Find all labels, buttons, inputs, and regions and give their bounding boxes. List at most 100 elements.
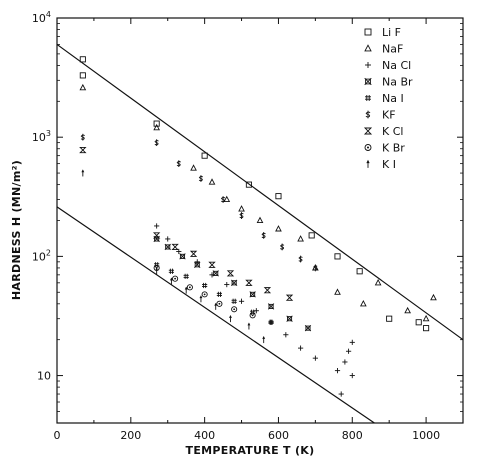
marker-hourglass xyxy=(226,270,235,277)
marker-hourglass xyxy=(263,287,272,294)
marker-triangle xyxy=(374,278,382,286)
marker-box xyxy=(250,291,256,297)
y-tick-label: 102 xyxy=(32,248,51,263)
marker-square xyxy=(364,28,372,36)
data-point-na-i xyxy=(231,298,237,304)
legend-label-k-i: K I xyxy=(382,158,396,171)
data-point-li-f xyxy=(423,325,430,332)
marker-diag-b xyxy=(164,243,171,251)
data-point-na-cl xyxy=(349,339,355,345)
marker-box xyxy=(286,316,293,322)
marker-box xyxy=(213,270,219,276)
marker-box xyxy=(268,303,274,309)
data-point-naf xyxy=(422,314,430,322)
legend-marker-naf xyxy=(364,44,372,52)
marker-triangle xyxy=(404,306,411,314)
data-point-na-cl xyxy=(298,345,304,351)
data-point-k-cl xyxy=(245,279,253,286)
data-points xyxy=(79,56,437,397)
data-point-kf xyxy=(220,196,226,203)
marker-box xyxy=(194,262,200,268)
marker-triangle xyxy=(223,195,231,203)
legend-marker-kf xyxy=(365,110,371,119)
legend-marker-k-cl xyxy=(363,127,373,135)
marker-triangle xyxy=(334,288,341,295)
marker-hourglass xyxy=(208,261,216,268)
data-point-kf xyxy=(261,232,266,239)
data-point-k-br xyxy=(216,300,223,307)
data-point-k-cl xyxy=(285,294,294,301)
legend: Li F NaF Na Cl Na Br Na I KF K Cl K Br K I xyxy=(363,26,413,171)
data-point-k-i xyxy=(169,277,173,285)
marker-dot xyxy=(174,277,177,280)
data-point-na-br xyxy=(267,303,275,310)
data-point-na-i xyxy=(268,319,274,325)
marker-diag-b xyxy=(230,279,238,287)
y-tick-label: 103 xyxy=(32,129,51,144)
x-tick-label: 800 xyxy=(342,429,363,442)
data-point-li-f xyxy=(79,56,86,63)
marker-diag-b xyxy=(286,315,293,322)
data-point-na-cl xyxy=(345,348,352,354)
data-point-k-cl xyxy=(79,147,87,154)
marker-arrow-head xyxy=(229,315,232,318)
marker-dot xyxy=(233,308,236,311)
marker-box xyxy=(179,253,186,259)
data-point-k-br xyxy=(249,312,256,319)
legend-label-k-cl: K Cl xyxy=(382,125,403,138)
marker-triangle xyxy=(79,83,87,91)
data-point-k-cl xyxy=(189,250,198,257)
marker-arrow-head xyxy=(81,169,85,173)
data-point-na-br xyxy=(179,253,186,260)
marker-box xyxy=(365,78,371,85)
marker-arrow-head xyxy=(262,336,266,339)
data-point-na-br xyxy=(304,324,312,332)
data-point-na-cl xyxy=(165,236,171,242)
marker-square xyxy=(79,56,86,63)
data-point-na-cl xyxy=(154,223,160,229)
data-point-k-i xyxy=(184,286,188,294)
data-point-naf xyxy=(275,225,282,232)
marker-hourglass xyxy=(245,279,253,286)
x-tick-label: 0 xyxy=(54,429,61,442)
data-point-na-cl xyxy=(253,308,259,314)
data-point-li-f xyxy=(356,268,363,275)
marker-triangle xyxy=(275,225,282,232)
marker-square xyxy=(153,120,160,127)
data-point-naf xyxy=(360,299,367,307)
marker-dot xyxy=(218,302,221,305)
marker-ring xyxy=(216,300,223,307)
data-point-na-cl xyxy=(194,259,200,265)
marker-box xyxy=(154,236,160,242)
reference-line xyxy=(56,206,375,424)
marker-square xyxy=(245,181,252,188)
legend-label-li-f: Li F xyxy=(382,26,401,39)
legend-label-na-cl: Na Cl xyxy=(382,59,411,72)
marker-triangle xyxy=(422,314,430,322)
marker-hourglass xyxy=(285,294,294,301)
marker-diag-b xyxy=(267,303,275,310)
marker-triangle xyxy=(360,299,367,307)
data-point-na-br xyxy=(164,243,171,251)
x-tick-label: 200 xyxy=(120,429,141,442)
data-point-naf xyxy=(153,123,160,131)
data-point-k-cl xyxy=(171,243,179,250)
data-point-naf xyxy=(404,306,411,314)
marker-diag-b xyxy=(212,270,219,277)
data-point-na-cl xyxy=(268,319,274,325)
marker-arrow-head xyxy=(169,277,173,281)
legend-marker-na-cl xyxy=(365,62,371,68)
data-point-k-br xyxy=(231,306,238,313)
data-point-li-f xyxy=(334,253,341,260)
marker-arrow-head xyxy=(184,286,188,290)
marker-triangle xyxy=(190,164,197,171)
data-point-li-f xyxy=(245,181,252,188)
marker-triangle xyxy=(297,235,304,242)
data-point-kf xyxy=(80,133,85,141)
data-point-naf xyxy=(374,278,382,286)
marker-arrow-head xyxy=(247,322,251,326)
legend-marker-na-br xyxy=(364,77,372,86)
y-tick-label: 104 xyxy=(32,10,51,25)
legend-label-na-br: Na Br xyxy=(382,76,413,89)
data-point-na-i xyxy=(183,273,189,279)
